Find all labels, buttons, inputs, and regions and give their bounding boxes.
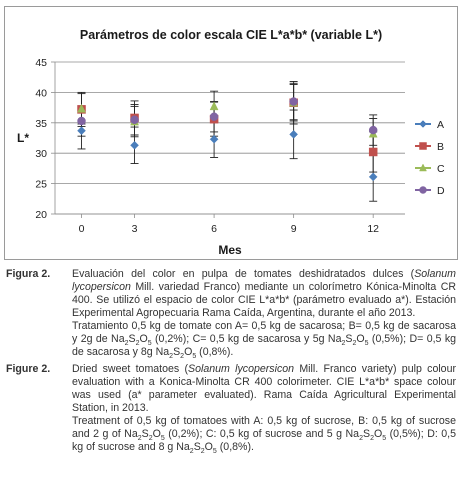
caption-en-treatments-0: Treatment of 0,5 kg of tomatoes with A: … — [72, 415, 456, 440]
caption-es-treatments-15: 2 — [180, 353, 185, 361]
legend-marker-c — [419, 163, 427, 172]
point-a-2 — [209, 134, 219, 144]
chart-title: Parámetros de color escala CIE L*a*b* (v… — [80, 28, 382, 42]
legend-label-b: B — [437, 141, 444, 153]
caption-en-treatments-15: 2 — [200, 448, 205, 456]
point-d-0 — [77, 116, 86, 126]
point-c-0 — [77, 103, 86, 113]
caption-en-description: Dried sweet tomatoes (Solanum lycopersic… — [72, 363, 456, 415]
x-tick-label-0: 0 — [79, 223, 85, 235]
caption-en-treatments-1: 2 — [137, 435, 142, 443]
caption-en-treatments-7: 2 — [359, 435, 363, 443]
chart-frame: Parámetros de color escala CIE L*a*b* (v… — [4, 6, 458, 260]
caption-es-treatments-13: 2 — [169, 353, 174, 361]
caption-en-text-2: Mill. Franco variety) pulp colour evalua… — [72, 363, 456, 414]
caption-en-species: Solanum lycopersicon — [188, 363, 295, 375]
caption-en-treatments-8: S — [362, 428, 371, 440]
caption-en-treatments-14: S — [193, 441, 201, 453]
point-d-1 — [130, 115, 139, 125]
caption-en-text-1: Dried sweet tomatoes ( — [72, 363, 189, 375]
caption-en-label: Figure 2. — [6, 363, 51, 375]
caption-english: Figure 2. Dried sweet tomatoes (Solanum … — [6, 363, 457, 456]
x-tick-label-4: 12 — [367, 223, 379, 235]
caption-es-treatments-12: (0,5%); D= 0,5 kg de sacarosa y 8g Na — [72, 333, 457, 358]
caption-es-treatments-8: S — [345, 333, 353, 345]
caption-en-treatments-10: O — [373, 428, 383, 440]
legend-label-a: A — [437, 119, 444, 131]
caption-es-treatments-4: O — [139, 333, 148, 345]
figure-captions: Figura 2. Evaluación del color en pulpa … — [6, 268, 456, 458]
caption-es-treatments-0: Tratamiento 0,5 kg de tomate con A= 0,5 … — [72, 320, 456, 345]
caption-es-treatments-7: 2 — [341, 340, 346, 348]
point-d-2 — [209, 112, 219, 121]
x-axis-label: Mes — [218, 243, 242, 257]
caption-es-treatments-5: 5 — [147, 340, 152, 348]
y-tick-label-4: 40 — [35, 87, 47, 99]
caption-es-description: Evaluación del color en pulpa de tomates… — [72, 268, 456, 320]
y-tick-label-1: 25 — [35, 179, 47, 191]
x-tick-label-3: 9 — [291, 223, 297, 235]
caption-en-treatments-12: (0,5%); D: 0,5 kg of sucrose and 8 g Na — [72, 428, 457, 453]
caption-es-treatments-6: (0,2%); C= 0,5 kg de sacarosa y 5g Na — [151, 333, 342, 345]
caption-en-treatments-5: 5 — [160, 435, 165, 443]
caption-es-body: Evaluación del color en pulpa de tomates… — [72, 268, 457, 361]
caption-es-label: Figura 2. — [6, 268, 51, 280]
caption-en-treatments-13: 2 — [189, 448, 194, 456]
point-b-4 — [368, 147, 378, 157]
caption-es-treatments-17: 5 — [192, 353, 197, 361]
x-tick-label-1: 3 — [132, 223, 138, 235]
y-tick-label-5: 45 — [35, 57, 47, 69]
caption-en-treatments-18: (0,8%). — [216, 441, 254, 453]
caption-es-treatments-10: O — [356, 333, 365, 345]
caption-en-body: Dried sweet tomatoes (Solanum lycopersic… — [72, 363, 457, 456]
caption-es-treatments-11: 5 — [364, 340, 369, 348]
y-tick-label-3: 35 — [35, 118, 47, 130]
legend-marker-d — [419, 186, 427, 194]
legend-label-c: C — [437, 163, 445, 175]
legend-marker-a — [419, 120, 427, 128]
caption-en-treatments-2: S — [141, 428, 149, 440]
caption-en-treatments-11: 5 — [382, 435, 387, 443]
point-a-4 — [368, 172, 378, 182]
caption-es-treatments-1: 2 — [124, 340, 129, 348]
caption-es-text-2: Mill. variedad Franco) mediante un color… — [72, 281, 456, 319]
caption-en-treatments-6: (0,2%); C: 0,5 kg of sucrose and 5 g Na — [164, 428, 360, 440]
caption-en-treatments-17: 5 — [212, 448, 217, 456]
point-a-0 — [77, 126, 86, 136]
caption-en-treatments-9: 2 — [370, 435, 374, 443]
caption-es-treatments-2: S — [128, 333, 136, 345]
y-tick-label-0: 20 — [35, 209, 47, 221]
caption-en-treatments-4: O — [152, 428, 161, 440]
caption-es-treatments-3: 2 — [135, 340, 140, 348]
y-tick-label-2: 30 — [35, 148, 47, 160]
caption-es-treatments-14: S — [173, 346, 181, 358]
caption-es-treatments-9: 2 — [352, 340, 357, 348]
caption-es-treatments: Tratamiento 0,5 kg de tomate con A= 0,5 … — [72, 320, 457, 361]
point-d-3 — [289, 97, 298, 106]
caption-spanish: Figura 2. Evaluación del color en pulpa … — [6, 268, 457, 361]
caption-en-treatments-3: 2 — [148, 435, 153, 443]
caption-en-treatments: Treatment of 0,5 kg of tomatoes with A: … — [72, 415, 457, 456]
x-tick-label-2: 6 — [211, 223, 217, 235]
y-axis-label: L* — [17, 131, 29, 145]
caption-en-treatments-16: O — [204, 441, 213, 453]
legend-label-d: D — [437, 185, 445, 197]
point-d-4 — [368, 125, 378, 135]
caption-es-treatments-18: (0,8%). — [196, 346, 234, 358]
caption-es-treatments-16: O — [184, 346, 193, 358]
caption-es-text-1: Evaluación del color en pulpa de tomates… — [72, 268, 415, 280]
legend-marker-b — [419, 142, 427, 150]
point-c-2 — [209, 101, 219, 111]
caption-es-species: Solanum lycopersicon — [72, 268, 456, 293]
point-a-1 — [130, 140, 139, 150]
chart-svg: Parámetros de color escala CIE L*a*b* (v… — [17, 28, 445, 257]
point-a-3 — [289, 129, 298, 139]
